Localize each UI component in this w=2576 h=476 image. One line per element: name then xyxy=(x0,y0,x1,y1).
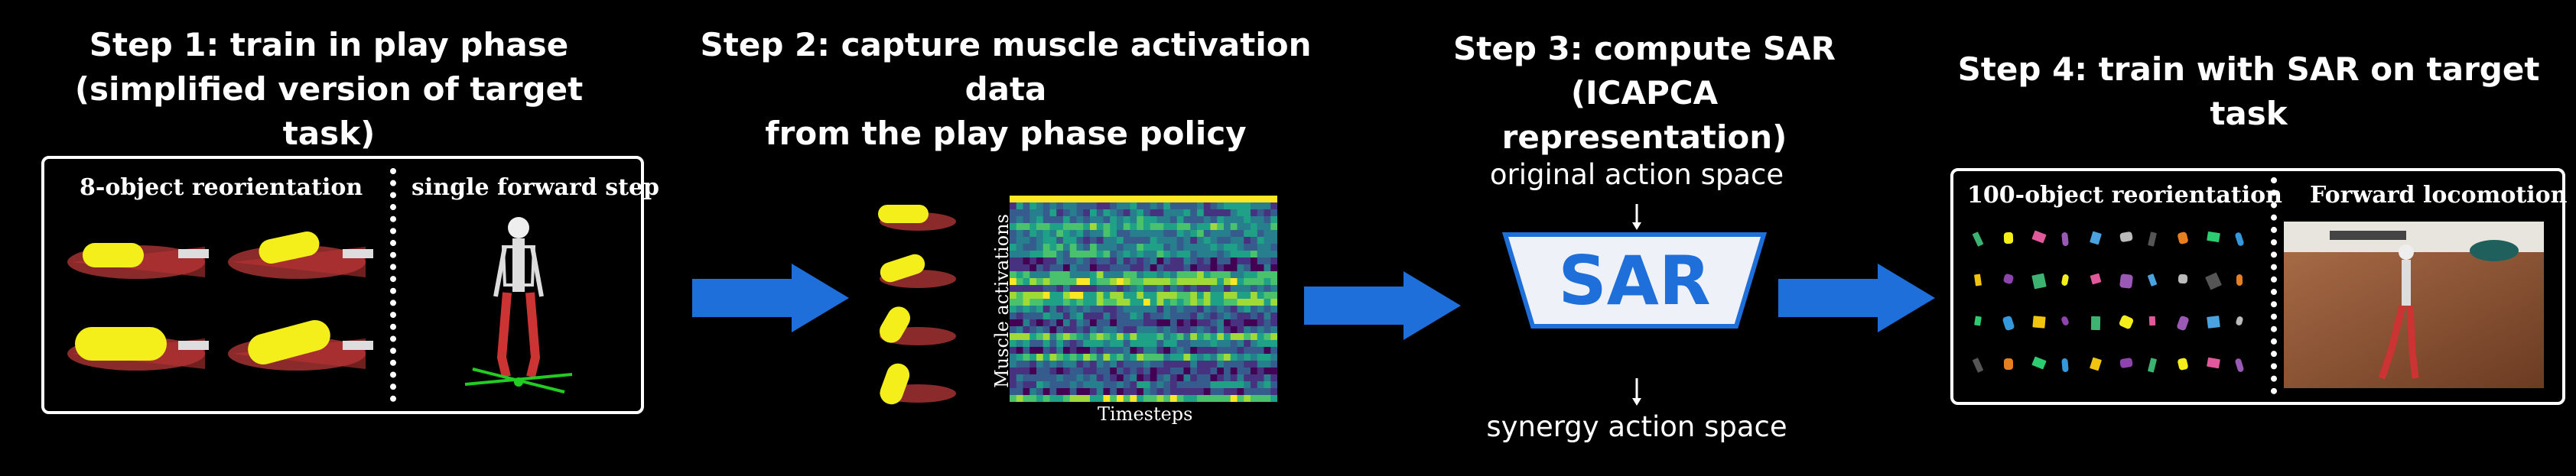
object-shape xyxy=(2090,273,2102,285)
object-shape xyxy=(1974,274,1982,287)
sar-diagram: original action space SAR synergy action… xyxy=(1486,158,1787,443)
object-shape xyxy=(2061,274,2069,286)
object-shape xyxy=(2236,274,2243,286)
sar-label: SAR xyxy=(1558,241,1710,320)
object-shape xyxy=(1974,316,1982,326)
step1-title-line1: Step 1: train in play phase xyxy=(89,26,569,63)
step1-divider xyxy=(390,168,396,402)
object-shape xyxy=(2003,232,2014,244)
object-shape xyxy=(2119,274,2133,289)
object-shape xyxy=(2031,230,2047,244)
step2-title: Step 2: capture muscle activation data f… xyxy=(681,23,1331,156)
hand-reorientation-image xyxy=(67,232,373,371)
step4-right-label: Forward locomotion xyxy=(2310,182,2568,209)
muscle-activation-heatmap xyxy=(1010,196,1277,402)
step4-title: Step 4: train with SAR on target task xyxy=(1935,47,2562,136)
object-shape xyxy=(2119,315,2134,329)
object-shape xyxy=(2061,316,2069,325)
object-shape xyxy=(2148,232,2157,247)
skeleton-forward-step-image xyxy=(464,217,573,393)
object-shape xyxy=(1973,358,1983,373)
object-shape xyxy=(2148,358,2157,373)
object-shape xyxy=(2032,316,2046,329)
object-grid-image xyxy=(1972,230,2244,373)
object-shape xyxy=(2147,274,2158,287)
object-shape xyxy=(2177,316,2189,331)
step2-title-line2: from the play phase policy xyxy=(765,115,1247,152)
locomotion-scene-image xyxy=(2284,222,2544,388)
object-shape xyxy=(2205,272,2222,290)
object-shape xyxy=(1972,232,1984,247)
step1-panel: 8-object reorientation single forward st… xyxy=(41,156,659,414)
object-shape xyxy=(2002,316,2015,331)
hands-column-image xyxy=(878,205,956,405)
heatmap-xlabel: Timesteps xyxy=(1098,403,1193,425)
object-shape xyxy=(2178,232,2188,244)
sar-top-label: original action space xyxy=(1490,158,1784,191)
object-shape xyxy=(2090,316,2101,331)
object-shape xyxy=(2003,358,2014,371)
object-shape xyxy=(2031,356,2047,370)
step3-title-line1: Step 3: compute SAR xyxy=(1453,30,1836,67)
sar-trapezoid xyxy=(1501,232,1768,329)
step1-left-label: 8-object reorientation xyxy=(80,174,363,201)
object-shape xyxy=(2090,231,2102,245)
step3-title: Step 3: compute SAR (ICAPCA representati… xyxy=(1430,27,1859,160)
step1-title: Step 1: train in play phase (simplified … xyxy=(31,23,627,156)
step4-title-line1: Step 4: train with SAR on target task xyxy=(1957,50,2540,132)
arrow-3 xyxy=(1778,264,1935,332)
object-shape xyxy=(2031,273,2047,290)
object-shape xyxy=(2119,232,2133,242)
object-shape xyxy=(2235,232,2244,246)
object-shape xyxy=(2207,357,2220,369)
object-shape xyxy=(2207,316,2220,329)
step4-panel: 100-object reorientation Forward locomot… xyxy=(1950,168,2568,405)
step1-title-line2: (simplified version of target task) xyxy=(74,70,584,152)
object-shape xyxy=(2236,316,2243,325)
object-shape xyxy=(2235,358,2244,372)
object-shape xyxy=(2003,274,2014,284)
step1-right-label: single forward step xyxy=(411,174,660,201)
object-shape xyxy=(2090,357,2102,371)
object-shape xyxy=(2119,358,2133,368)
step2-title-line1: Step 2: capture muscle activation data xyxy=(700,26,1312,108)
object-shape xyxy=(2061,358,2069,372)
arrow-2 xyxy=(1304,271,1461,340)
object-shape xyxy=(2178,274,2188,284)
step4-left-label: 100-object reorientation xyxy=(1967,182,2282,209)
object-shape xyxy=(2178,358,2188,371)
sar-bottom-label: synergy action space xyxy=(1486,410,1787,443)
object-shape xyxy=(2061,232,2069,246)
object-shape xyxy=(2148,316,2156,326)
step4-divider xyxy=(2271,177,2277,394)
object-shape xyxy=(2207,231,2220,243)
step3-title-line2: (ICAPCA representation) xyxy=(1501,74,1787,156)
arrow-1 xyxy=(692,264,849,332)
